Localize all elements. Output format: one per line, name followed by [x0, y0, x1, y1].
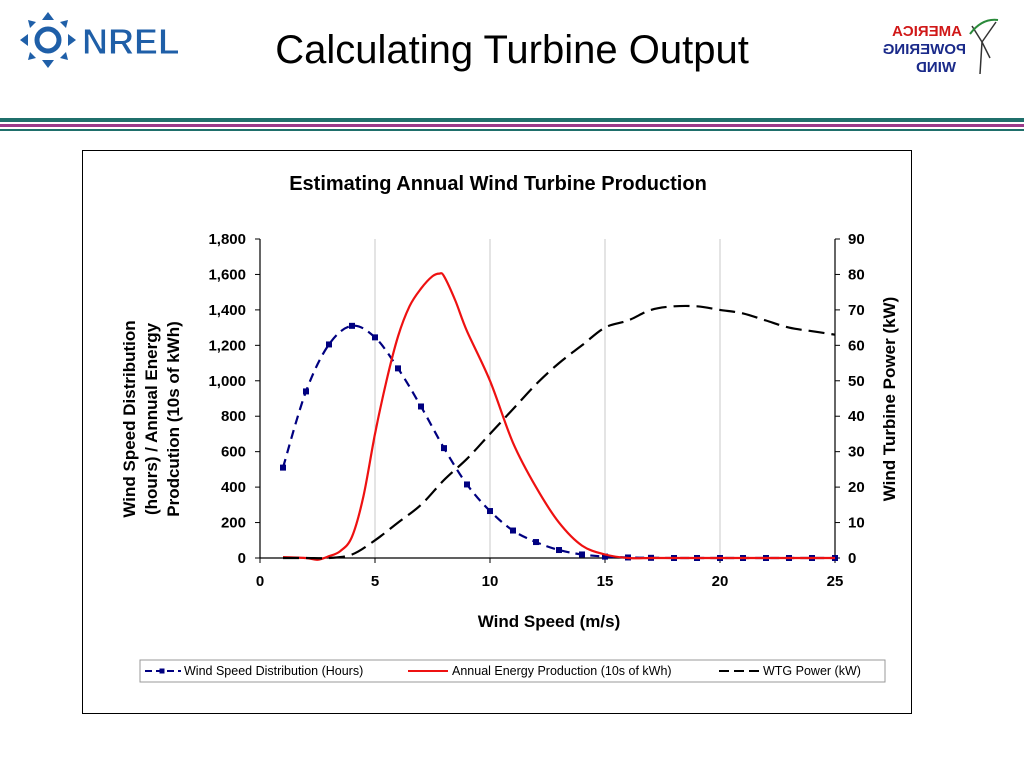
- legend-item-power: WTG Power (kW): [719, 664, 861, 678]
- y-right-tick-label: 10: [848, 515, 865, 532]
- wind-speed-marker: [441, 445, 447, 452]
- nrel-emblem-icon: [20, 12, 76, 68]
- legend-item-energy: Annual Energy Production (10s of kWh): [408, 664, 672, 678]
- header-rule-teal-thin: [0, 129, 1024, 131]
- wind-speed-marker: [280, 464, 286, 471]
- wind-speed-marker: [395, 365, 401, 372]
- x-tick-label: 15: [597, 573, 614, 590]
- nrel-logo: NREL: [20, 12, 178, 68]
- wind-speed-marker: [349, 322, 355, 329]
- y-left-label-line-1: Wind Speed Distribution: [120, 320, 139, 517]
- wpa-logo-line-3: AMERICA: [892, 23, 962, 40]
- wind-speed-marker: [510, 527, 516, 534]
- wind-speed-marker: [464, 481, 470, 488]
- nrel-logo-text: NREL: [82, 21, 178, 62]
- legend-label-power: WTG Power (kW): [763, 664, 861, 678]
- wind-speed-marker: [579, 551, 585, 558]
- swoosh-icon: [969, 18, 999, 35]
- grid: [374, 239, 721, 558]
- y-axis-right-label: Wind Turbine Power (kW): [880, 297, 899, 501]
- y-left-tick-label: 1,800: [208, 231, 246, 248]
- wind-speed-marker: [326, 341, 332, 348]
- wind-speed-marker: [418, 403, 424, 410]
- energy-line: [282, 272, 835, 561]
- axes: 0 5 10 15 20 2502004006008001,0001,2001,4001,…: [208, 231, 864, 590]
- wind-speed-marker: [533, 539, 539, 546]
- legend-label-wind-speed: Wind Speed Distribution (Hours): [184, 664, 363, 678]
- y-left-tick-label: 1,600: [208, 266, 246, 283]
- wind-turbine-icon: [971, 21, 997, 75]
- x-axis-label: Wind Speed (m/s): [478, 612, 620, 631]
- y-left-tick-label: 1,000: [208, 373, 246, 390]
- y-left-tick-label: 1,400: [208, 302, 246, 319]
- power-line: [282, 304, 836, 560]
- y-right-tick-label: 30: [848, 444, 865, 461]
- x-tick-label: 0: [256, 573, 264, 590]
- x-tick-label: 20: [712, 573, 729, 590]
- y-right-tick-label: 60: [848, 337, 865, 354]
- wind-powering-america-logo: WIND POWERING AMERICA: [883, 18, 999, 76]
- y-right-tick-label: 40: [848, 408, 865, 425]
- header-rule-purple: [0, 124, 1024, 127]
- y-right-tick-label: 80: [848, 266, 865, 283]
- y-left-tick-label: 400: [221, 479, 246, 496]
- wpa-logo-line-1: WIND: [916, 59, 956, 76]
- header-rule-teal: [0, 118, 1024, 122]
- wind-speed-marker: [556, 547, 562, 554]
- y-left-tick-label: 0: [238, 550, 246, 567]
- legend-box: [139, 659, 886, 683]
- wind-speed-marker: [487, 508, 493, 515]
- wpa-logo-line-2: POWERING: [883, 41, 966, 58]
- y-right-tick-label: 0: [848, 550, 856, 567]
- x-tick-label: 5: [371, 573, 379, 590]
- series: [280, 272, 838, 561]
- chart-frame: Estimating Annual Wind Turbine Productio…: [82, 150, 912, 714]
- y-left-tick-label: 200: [221, 515, 246, 532]
- x-tick-label: 10: [482, 573, 499, 590]
- y-left-label-line-2: (hours) / Annual Energy: [142, 322, 161, 515]
- slide-title: Calculating Turbine Output: [275, 28, 749, 72]
- legend-label-energy: Annual Energy Production (10s of kWh): [452, 664, 672, 678]
- y-right-tick-label: 20: [848, 479, 865, 496]
- x-tick-label: 25: [827, 573, 844, 590]
- y-left-tick-label: 600: [221, 444, 246, 461]
- wind-speed-marker: [372, 334, 378, 341]
- y-right-tick-label: 90: [848, 231, 865, 248]
- legend-item-wind-speed: Wind Speed Distribution (Hours): [145, 664, 363, 678]
- y-axis-left-label: Wind Speed Distribution (hours) / Annual…: [120, 320, 183, 517]
- y-left-label-line-3: Prodcution (10s of kWh): [164, 321, 183, 517]
- chart: Estimating Annual Wind Turbine Productio…: [120, 173, 899, 683]
- y-left-tick-label: 1,200: [208, 337, 246, 354]
- y-right-tick-label: 50: [848, 373, 865, 390]
- y-right-tick-label: 70: [848, 302, 865, 319]
- y-left-tick-label: 800: [221, 408, 246, 425]
- wind-speed-marker: [303, 388, 309, 395]
- wind-speed-marker: [602, 553, 608, 560]
- legend: Wind Speed Distribution (Hours) Annual E…: [139, 659, 886, 683]
- chart-title: Estimating Annual Wind Turbine Productio…: [289, 173, 707, 195]
